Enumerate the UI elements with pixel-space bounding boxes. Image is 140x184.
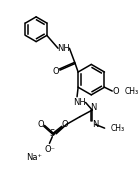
Text: O: O	[38, 120, 44, 129]
Text: N: N	[90, 103, 96, 112]
Text: O: O	[61, 120, 68, 129]
Text: NH: NH	[57, 44, 70, 53]
Text: S: S	[50, 129, 55, 138]
Text: CH₃: CH₃	[110, 124, 124, 133]
Text: O: O	[53, 67, 59, 76]
Text: N: N	[92, 120, 98, 129]
Text: NH: NH	[74, 98, 86, 107]
Text: Na⁺: Na⁺	[26, 153, 42, 162]
Text: O: O	[113, 86, 119, 95]
Text: CH₃: CH₃	[125, 86, 139, 95]
Text: O⁻: O⁻	[45, 145, 56, 154]
